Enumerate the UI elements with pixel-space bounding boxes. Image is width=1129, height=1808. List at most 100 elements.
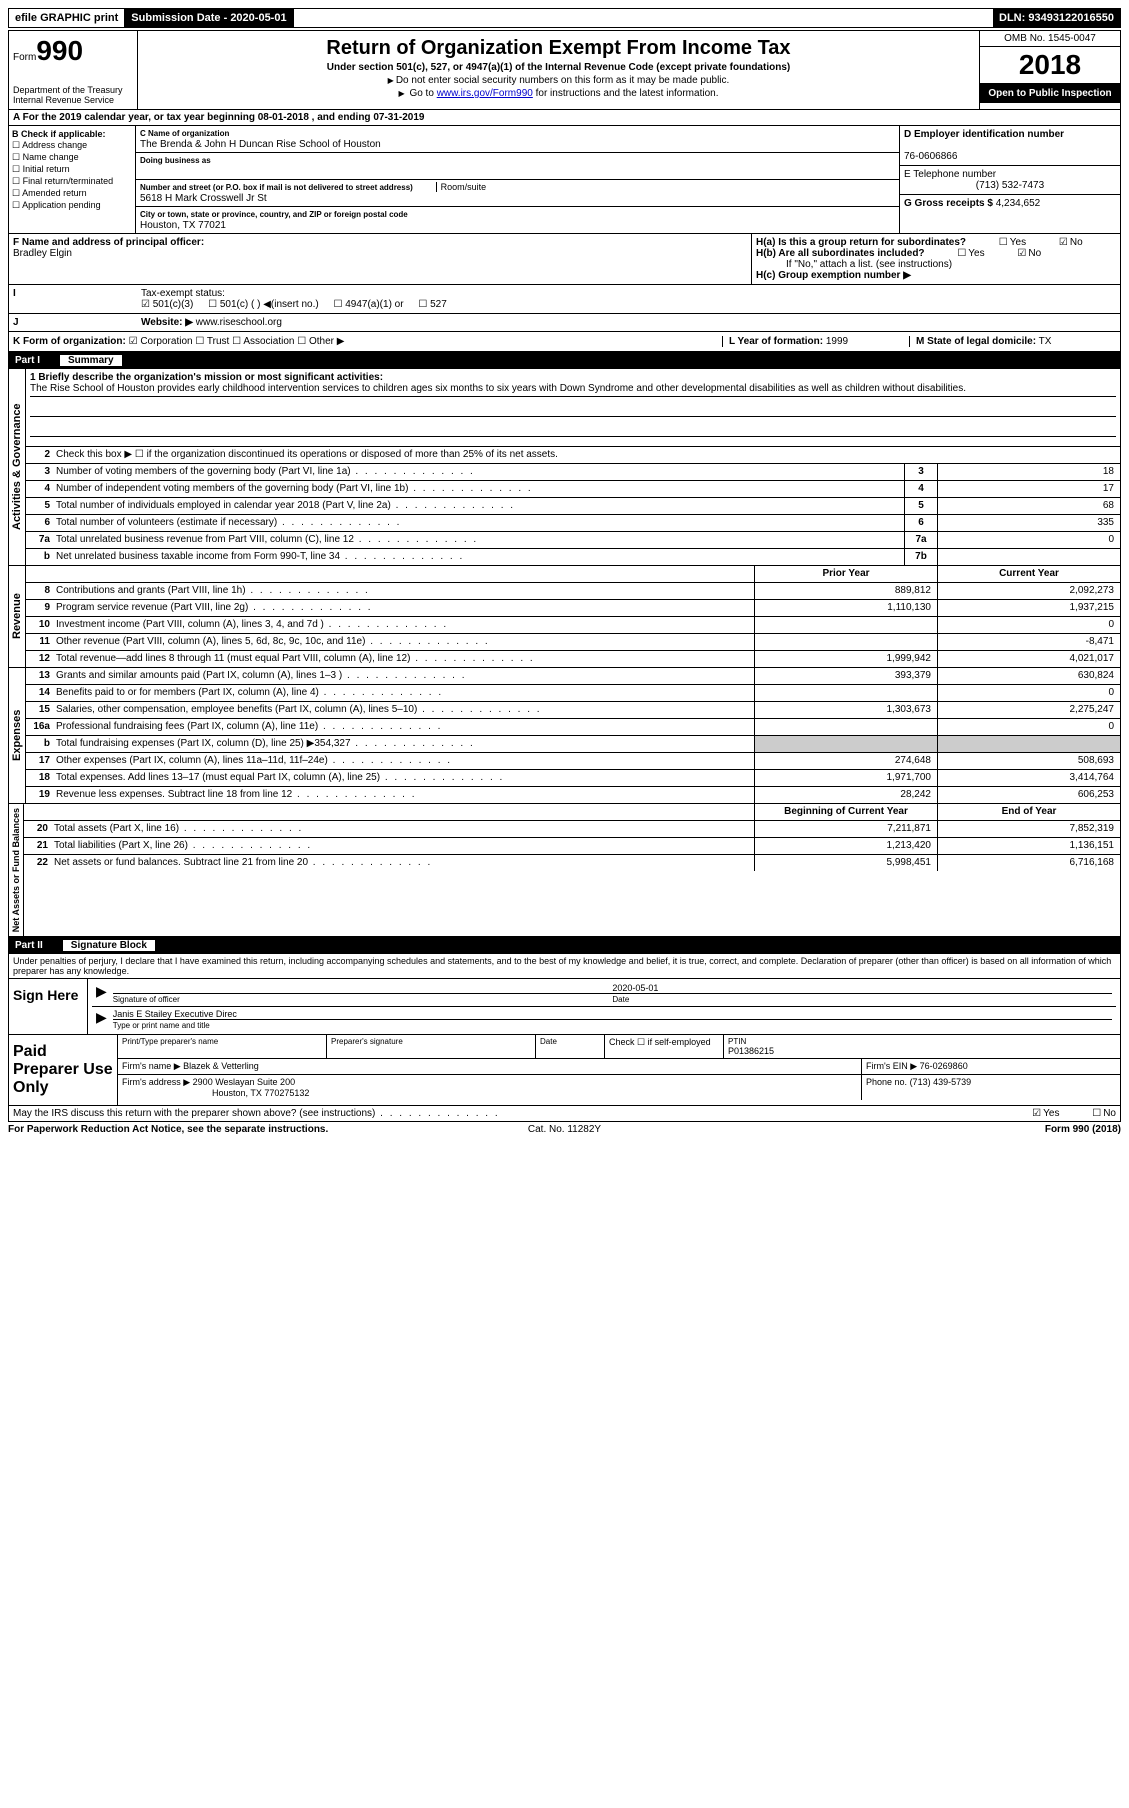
sign-date: 2020-05-01: [612, 983, 1112, 993]
line-13: 13Grants and similar amounts paid (Part …: [26, 668, 1120, 685]
row-i-tax-status: I Tax-exempt status: 501(c)(3) 501(c) ( …: [8, 285, 1121, 314]
chk-527[interactable]: 527: [418, 299, 446, 310]
chk-corp[interactable]: ☑ Corporation: [129, 336, 193, 347]
gross-receipts: 4,234,652: [996, 198, 1041, 209]
sign-arrow-icon: ▶: [96, 983, 113, 1004]
part1-header: Part I Summary: [8, 352, 1121, 369]
line-10: 10Investment income (Part VIII, column (…: [26, 617, 1120, 634]
line-17: 17Other expenses (Part IX, column (A), l…: [26, 753, 1120, 770]
ha-no[interactable]: No: [1059, 237, 1083, 248]
org-name: The Brenda & John H Duncan Rise School o…: [140, 139, 381, 150]
discuss-yes[interactable]: Yes: [1032, 1108, 1059, 1119]
line-20: 20Total assets (Part X, line 16)7,211,87…: [24, 821, 1120, 838]
sign-here-label: Sign Here: [9, 979, 88, 1034]
line-b: bNet unrelated business taxable income f…: [26, 549, 1120, 565]
line-4: 4Number of independent voting members of…: [26, 481, 1120, 498]
form-header: Form990 Department of the Treasury Inter…: [8, 30, 1121, 110]
dln: DLN: 93493122016550: [993, 9, 1120, 27]
hb-yes[interactable]: Yes: [957, 248, 984, 259]
officer-name-title: Janis E Stailey Executive Direc: [113, 1009, 1112, 1019]
chk-501c[interactable]: 501(c) ( ) ◀(insert no.): [208, 299, 319, 310]
part2-header: Part II Signature Block: [8, 937, 1121, 954]
form-subtitle: Under section 501(c), 527, or 4947(a)(1)…: [146, 62, 971, 73]
part1-revenue: Revenue Prior YearCurrent Year 8Contribu…: [8, 566, 1121, 668]
form-title: Return of Organization Exempt From Incom…: [146, 37, 971, 60]
firm-name: Blazek & Vetterling: [183, 1061, 259, 1071]
firm-address: 2900 Weslayan Suite 200: [193, 1077, 295, 1087]
line-22: 22Net assets or fund balances. Subtract …: [24, 855, 1120, 871]
chk-name-change[interactable]: Name change: [12, 152, 132, 163]
chk-trust[interactable]: ☐ Trust: [195, 336, 229, 347]
line-19: 19Revenue less expenses. Subtract line 1…: [26, 787, 1120, 803]
efile-print[interactable]: efile GRAPHIC print: [9, 9, 125, 27]
perjury-declaration: Under penalties of perjury, I declare th…: [9, 954, 1120, 978]
form-word: Form: [13, 52, 36, 63]
line-14: 14Benefits paid to or for members (Part …: [26, 685, 1120, 702]
line-b: bTotal fundraising expenses (Part IX, co…: [26, 736, 1120, 753]
website-url: www.riseschool.org: [196, 317, 282, 328]
chk-amended-return[interactable]: Amended return: [12, 188, 132, 199]
row-klm: K Form of organization: ☑ Corporation ☐ …: [8, 332, 1121, 352]
form-number: 990: [36, 35, 83, 66]
row-a-tax-year: A For the 2019 calendar year, or tax yea…: [8, 110, 1121, 126]
paid-preparer-block: Paid Preparer Use Only Print/Type prepar…: [8, 1035, 1121, 1106]
irs-link[interactable]: www.irs.gov/Form990: [437, 88, 533, 99]
col-b-checkboxes: B Check if applicable: Address change Na…: [9, 126, 136, 233]
chk-initial-return[interactable]: Initial return: [12, 164, 132, 175]
line-9: 9Program service revenue (Part VIII, lin…: [26, 600, 1120, 617]
ptin: P01386215: [728, 1046, 774, 1056]
org-address: 5618 H Mark Crosswell Jr St: [140, 193, 267, 204]
form-note-ssn: Do not enter social security numbers on …: [146, 75, 971, 86]
vert-activities: Activities & Governance: [9, 369, 26, 565]
line-8: 8Contributions and grants (Part VIII, li…: [26, 583, 1120, 600]
chk-address-change[interactable]: Address change: [12, 140, 132, 151]
row-f-h: F Name and address of principal officer:…: [8, 234, 1121, 285]
line-5: 5Total number of individuals employed in…: [26, 498, 1120, 515]
vert-expenses: Expenses: [9, 668, 26, 803]
year-formation: 1999: [826, 336, 848, 347]
line-7a: 7aTotal unrelated business revenue from …: [26, 532, 1120, 549]
chk-501c3[interactable]: 501(c)(3): [141, 299, 193, 310]
line-11: 11Other revenue (Part VIII, column (A), …: [26, 634, 1120, 651]
submission-date: Submission Date - 2020-05-01: [125, 9, 293, 27]
line-15: 15Salaries, other compensation, employee…: [26, 702, 1120, 719]
line-18: 18Total expenses. Add lines 13–17 (must …: [26, 770, 1120, 787]
ein: 76-0606866: [904, 151, 957, 162]
sign-arrow-icon: ▶: [96, 1009, 113, 1030]
telephone: (713) 532-7473: [904, 180, 1116, 191]
firm-ein: 76-0269860: [920, 1061, 968, 1071]
chk-4947[interactable]: 4947(a)(1) or: [333, 299, 403, 310]
ha-yes[interactable]: Yes: [999, 237, 1026, 248]
vert-net-assets: Net Assets or Fund Balances: [9, 804, 24, 936]
discuss-no[interactable]: No: [1092, 1108, 1116, 1119]
line-12: 12Total revenue—add lines 8 through 11 (…: [26, 651, 1120, 667]
omb-number: OMB No. 1545-0047: [980, 31, 1120, 47]
form-note-goto: Go to www.irs.gov/Form990 for instructio…: [146, 88, 971, 99]
hb-no[interactable]: No: [1017, 248, 1041, 259]
vert-revenue: Revenue: [9, 566, 26, 667]
discuss-with-preparer: May the IRS discuss this return with the…: [8, 1106, 1121, 1122]
dept-treasury: Department of the Treasury Internal Reve…: [13, 85, 133, 105]
chk-assoc[interactable]: ☐ Association: [232, 336, 294, 347]
page-footer: For Paperwork Reduction Act Notice, see …: [8, 1122, 1121, 1137]
chk-self-employed[interactable]: Check ☐ if self-employed: [609, 1037, 711, 1047]
topbar: efile GRAPHIC print Submission Date - 20…: [8, 8, 1121, 28]
block-bcd: B Check if applicable: Address change Na…: [8, 126, 1121, 234]
open-to-public: Open to Public Inspection: [980, 84, 1120, 103]
line-6: 6Total number of volunteers (estimate if…: [26, 515, 1120, 532]
part1-activities-governance: Activities & Governance 1 Briefly descri…: [8, 369, 1121, 566]
col-c-org-info: C Name of organization The Brenda & John…: [136, 126, 900, 233]
chk-final-return[interactable]: Final return/terminated: [12, 176, 132, 187]
tax-year: 2018: [980, 47, 1120, 84]
firm-phone: (713) 439-5739: [910, 1077, 972, 1087]
mission-description: The Rise School of Houston provides earl…: [30, 383, 1116, 397]
part1-net-assets: Net Assets or Fund Balances Beginning of…: [8, 804, 1121, 937]
chk-other[interactable]: ☐ Other ▶: [297, 336, 344, 347]
col-d-ein-tel: D Employer identification number 76-0606…: [900, 126, 1120, 233]
principal-officer: Bradley Elgin: [13, 248, 72, 259]
line-21: 21Total liabilities (Part X, line 26)1,2…: [24, 838, 1120, 855]
chk-application-pending[interactable]: Application pending: [12, 200, 132, 211]
line-3: 3Number of voting members of the governi…: [26, 464, 1120, 481]
row-j-website: J Website: ▶ www.riseschool.org: [8, 314, 1121, 332]
signature-block: Under penalties of perjury, I declare th…: [8, 954, 1121, 1035]
